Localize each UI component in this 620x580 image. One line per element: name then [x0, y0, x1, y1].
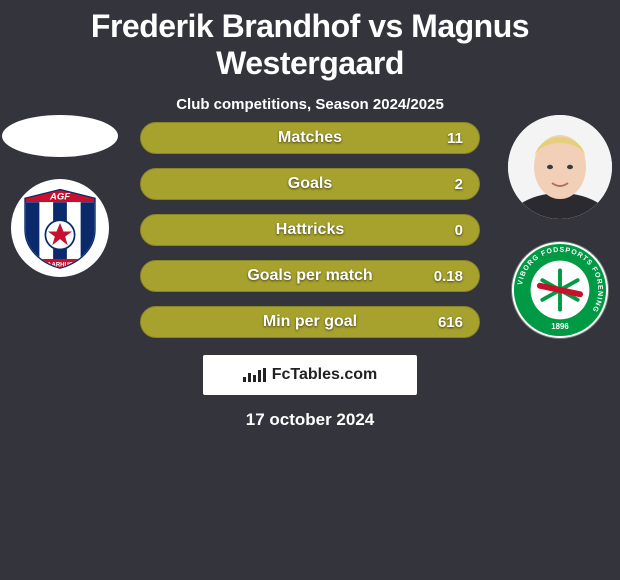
left-club-badge: AGF AARHUS	[11, 179, 109, 277]
stat-row: Min per goal 616	[140, 306, 480, 338]
right-club-badge: VIBORG FODSPORTS FORENING 1896	[511, 241, 609, 339]
right-player-avatar	[508, 115, 612, 219]
right-club-crest-icon: VIBORG FODSPORTS FORENING 1896	[511, 241, 609, 339]
date-text: 17 october 2024	[0, 410, 620, 430]
stat-row: Hattricks 0	[140, 214, 480, 246]
stat-label: Matches	[278, 129, 342, 147]
left-club-crest-icon: AGF AARHUS	[17, 185, 103, 271]
stat-row: Goals per match 0.18	[140, 260, 480, 292]
brand-text: FcTables.com	[272, 366, 378, 384]
page-title: Frederik Brandhof vs Magnus Westergaard	[0, 0, 620, 82]
person-icon	[508, 115, 612, 219]
left-column: AGF AARHUS	[0, 115, 120, 277]
stat-label: Goals per match	[247, 267, 372, 285]
stat-row: Matches 11	[140, 122, 480, 154]
left-club-abbr: AGF	[49, 192, 70, 203]
brand-box: FcTables.com	[203, 355, 417, 395]
stat-value-right: 0	[433, 222, 463, 239]
stat-label: Hattricks	[276, 221, 344, 239]
right-club-year: 1896	[551, 322, 569, 331]
stat-value-right: 2	[433, 176, 463, 193]
subtitle: Club competitions, Season 2024/2025	[0, 96, 620, 113]
right-column: VIBORG FODSPORTS FORENING 1896	[500, 115, 620, 339]
stat-value-right: 616	[433, 314, 463, 331]
stat-row: Goals 2	[140, 168, 480, 200]
left-player-avatar	[2, 115, 118, 157]
chart-icon	[243, 368, 266, 382]
stats-list: Matches 11 Goals 2 Hattricks 0 Goals per match…	[140, 122, 480, 338]
stat-label: Goals	[288, 175, 332, 193]
stat-value-right: 11	[433, 130, 463, 147]
stat-label: Min per goal	[263, 313, 357, 331]
stat-value-right: 0.18	[433, 268, 463, 285]
